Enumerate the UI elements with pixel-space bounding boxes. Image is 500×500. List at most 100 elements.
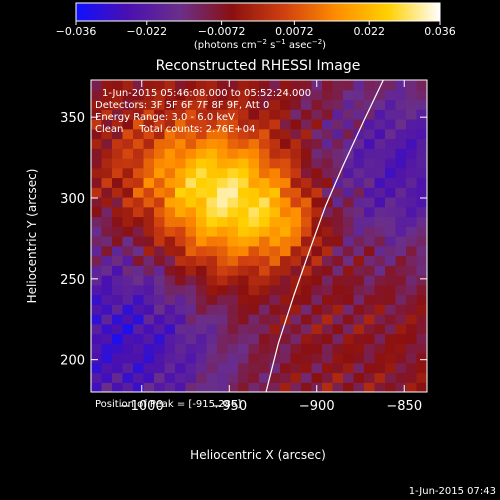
heatmap-cell: [248, 323, 260, 335]
heatmap-cell: [133, 362, 145, 374]
heatmap-cell: [332, 343, 344, 354]
heatmap-cell: [133, 353, 145, 364]
colorbar-tick-label: 0.0072: [275, 25, 314, 38]
colorbar: [75, 2, 441, 22]
heatmap-cell: [416, 314, 427, 325]
heatmap-cell: [311, 119, 323, 130]
heatmap-cell: [133, 382, 145, 392]
heatmap-cell: [91, 89, 103, 101]
heatmap-cell: [248, 275, 260, 286]
heatmap-cell: [122, 109, 134, 120]
heatmap-cell: [322, 382, 334, 392]
heatmap-cell: [290, 197, 302, 208]
heatmap-cell: [122, 314, 134, 325]
heatmap-cell: [175, 255, 187, 266]
heatmap-cell: [206, 216, 218, 227]
heatmap-cell: [385, 304, 397, 315]
heatmap-cell: [385, 314, 397, 325]
heatmap-cell: [101, 284, 113, 296]
heatmap-cell: [385, 197, 397, 208]
heatmap-cell: [269, 323, 281, 335]
heatmap-cell: [374, 167, 386, 179]
heatmap-cell: [322, 187, 334, 198]
heatmap-cell: [301, 284, 313, 296]
heatmap-cell: [175, 333, 187, 344]
heatmap-cell: [301, 265, 313, 276]
heatmap-cell: [374, 362, 386, 374]
heatmap-cell: [164, 89, 176, 101]
heatmap-cell: [416, 304, 427, 315]
heatmap-cell: [217, 343, 229, 354]
heatmap-cell: [311, 167, 323, 179]
heatmap-cell: [311, 187, 323, 198]
heatmap-cell: [143, 109, 155, 120]
heatmap-cell: [227, 236, 239, 247]
heatmap-cell: [269, 99, 281, 110]
solar-limb-curve: [265, 80, 384, 392]
heatmap-cell: [164, 197, 176, 208]
heatmap-cell: [175, 372, 187, 383]
heatmap-cell: [112, 109, 124, 120]
x-tick-label: −950: [211, 399, 247, 414]
heatmap-cell: [164, 343, 176, 354]
heatmap-cell: [143, 158, 155, 169]
heatmap-cell: [322, 158, 334, 169]
heatmap-cell: [259, 167, 271, 179]
heatmap-cell: [364, 99, 376, 110]
heatmap-cell: [101, 314, 113, 325]
heatmap-cell: [227, 372, 239, 383]
heatmap-cell: [164, 138, 176, 149]
heatmap-cell: [343, 89, 355, 101]
heatmap-cell: [154, 197, 166, 208]
heatmap-cell: [238, 148, 250, 159]
heatmap-cell: [280, 128, 292, 140]
heatmap-cell: [353, 187, 365, 198]
heatmap-cell: [322, 99, 334, 110]
heatmap-cell: [322, 245, 334, 257]
heatmap-cell: [269, 333, 281, 344]
heatmap-cell: [185, 245, 197, 257]
heatmap-cell: [406, 333, 418, 344]
heatmap-cell: [206, 177, 218, 188]
heatmap-cell: [154, 158, 166, 169]
heatmap-cell: [185, 89, 197, 101]
heatmap-cell: [185, 265, 197, 276]
heatmap-cell: [164, 275, 176, 286]
colorbar-ticks: −0.036 −0.022 −0.0072 0.0072 0.022 0.036: [56, 21, 456, 38]
heatmap-cell: [185, 206, 197, 218]
heatmap-cell: [133, 119, 145, 130]
heatmap-cell: [290, 275, 302, 286]
heatmap-cell: [259, 138, 271, 149]
heatmap-cell: [206, 80, 218, 91]
heatmap-cell: [238, 294, 250, 305]
heatmap-cell: [322, 255, 334, 266]
heatmap-cell: [353, 294, 365, 305]
heatmap-cell: [175, 187, 187, 198]
heatmap-cell: [332, 314, 344, 325]
heatmap-cell: [280, 226, 292, 237]
heatmap-cell: [101, 226, 113, 237]
heatmap-cell: [364, 382, 376, 392]
heatmap-cell: [332, 197, 344, 208]
heatmap-cell: [311, 128, 323, 140]
heatmap-cell: [154, 294, 166, 305]
heatmap-cell: [196, 138, 208, 149]
heatmap-cell: [196, 148, 208, 159]
heatmap-cell: [248, 304, 260, 315]
heatmap-cell: [122, 294, 134, 305]
heatmap-cell: [206, 245, 218, 257]
heatmap-cell: [154, 187, 166, 198]
heatmap-cell: [133, 89, 145, 101]
heatmap-cell: [269, 255, 281, 266]
heatmap-cell: [406, 109, 418, 120]
heatmap-cell: [343, 128, 355, 140]
heatmap-cell: [154, 216, 166, 227]
heatmap-cell: [259, 187, 271, 198]
heatmap-cell: [238, 284, 250, 296]
y-tick-label: 350: [60, 111, 85, 126]
heatmap-cell: [301, 206, 313, 218]
heatmap-cell: [164, 382, 176, 392]
heatmap-cell: [364, 206, 376, 218]
heatmap-cell: [259, 148, 271, 159]
heatmap-cell: [395, 206, 407, 218]
